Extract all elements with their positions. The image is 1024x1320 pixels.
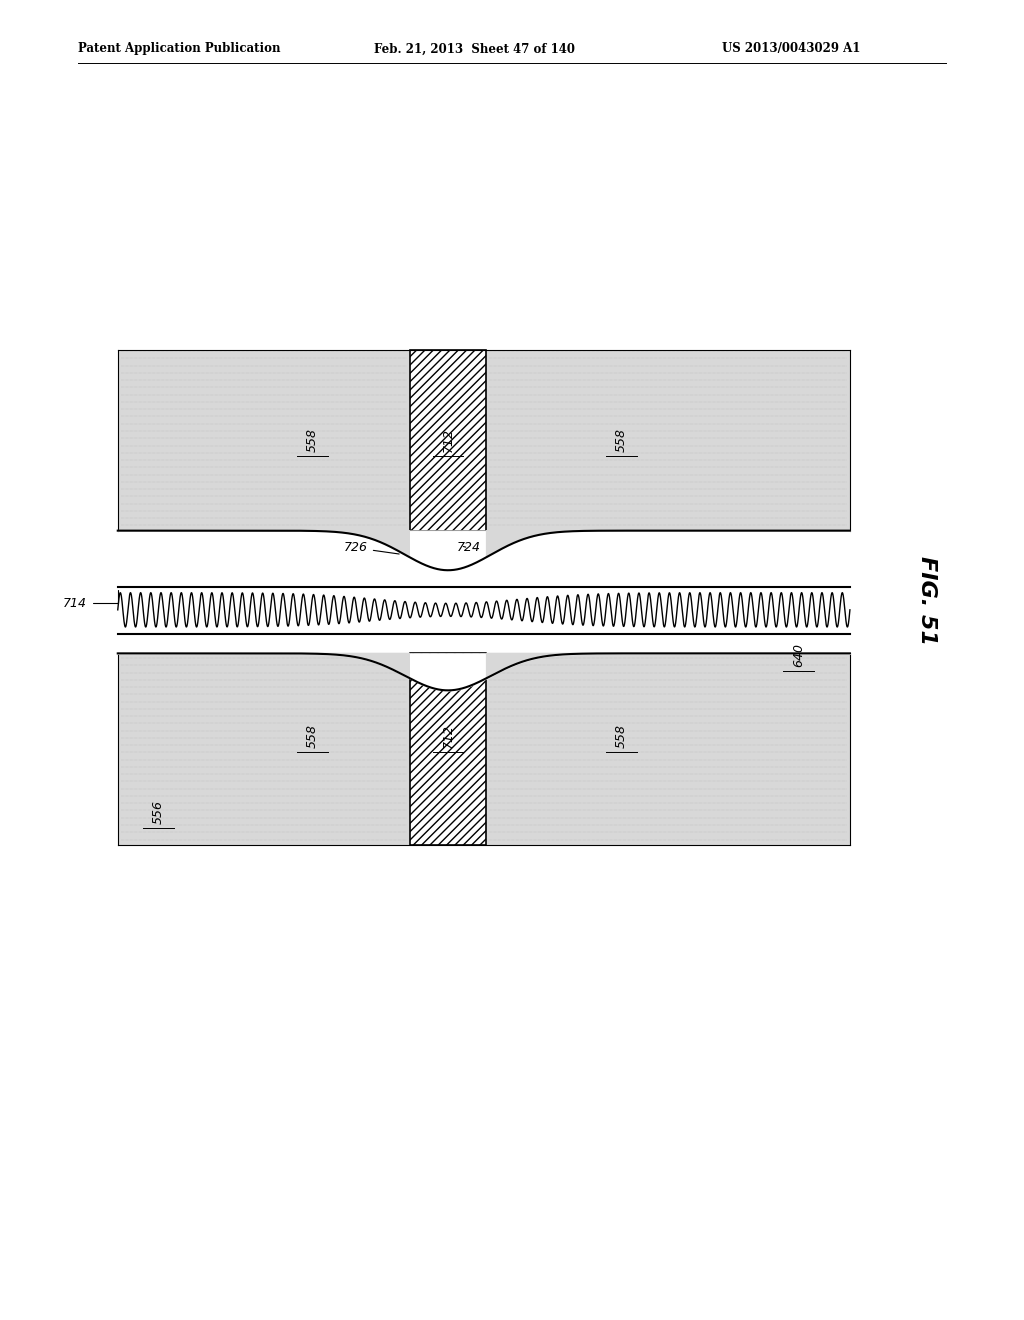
Text: 724: 724 [457, 541, 480, 554]
Text: Patent Application Publication: Patent Application Publication [78, 42, 281, 55]
Text: 712: 712 [441, 428, 455, 453]
Text: 558: 558 [615, 428, 628, 453]
Text: 712: 712 [441, 723, 455, 748]
Bar [118, 350, 850, 531]
Text: 558: 558 [615, 723, 628, 748]
Bar [410, 350, 486, 531]
Text: 558: 558 [306, 428, 318, 453]
Text: US 2013/0043029 A1: US 2013/0043029 A1 [722, 42, 860, 55]
Text: 726: 726 [344, 541, 399, 554]
Text: 556: 556 [153, 800, 165, 824]
Text: 558: 558 [306, 723, 318, 748]
Text: 640: 640 [793, 643, 805, 667]
Text: Feb. 21, 2013  Sheet 47 of 140: Feb. 21, 2013 Sheet 47 of 140 [374, 42, 574, 55]
Bar [410, 653, 486, 845]
Text: FIG. 51: FIG. 51 [916, 556, 937, 645]
Bar [118, 653, 850, 845]
Text: 714: 714 [63, 590, 118, 610]
